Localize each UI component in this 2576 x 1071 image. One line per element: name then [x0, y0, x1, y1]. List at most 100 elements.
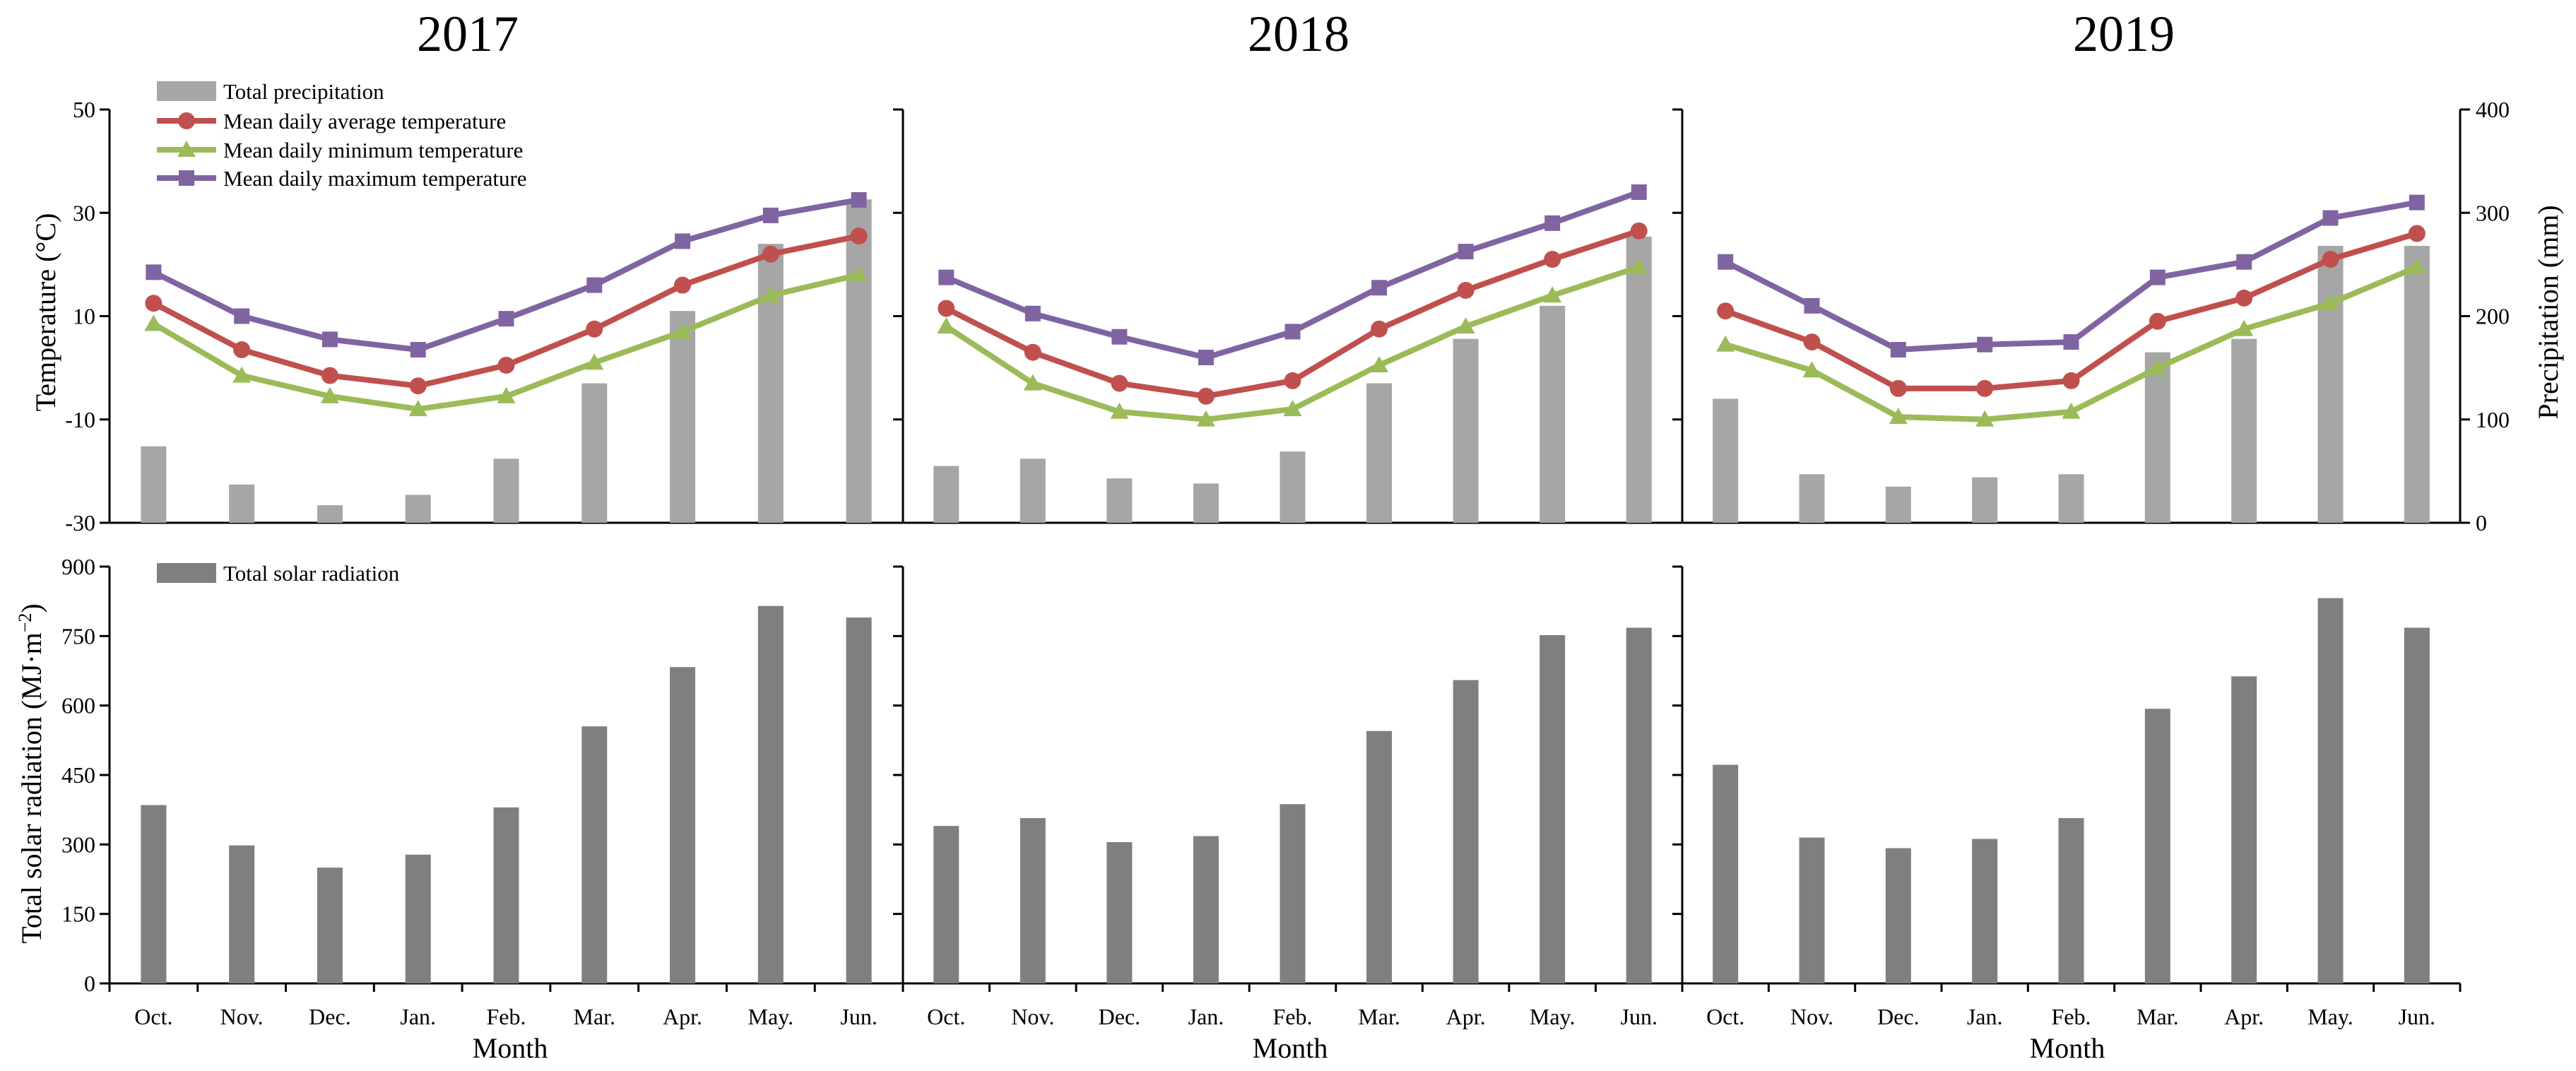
precipitation-bar-2019-4 — [2058, 474, 2084, 523]
avg-temperature-point-2018-0 — [938, 300, 955, 317]
precipitation-bar-2019-2 — [1885, 486, 1911, 523]
precipitation-bar-2019-6 — [2231, 338, 2257, 523]
max-temperature-point-2019-2 — [1890, 342, 1906, 358]
precipitation-bar-2017-5 — [581, 383, 608, 523]
max-temperature-point-2018-1 — [1024, 305, 1041, 321]
max-temperature-point-2017-0 — [146, 264, 162, 280]
precipitation-bar-2018-4 — [1280, 451, 1306, 523]
solar-radiation-bar-2017-7 — [757, 605, 784, 983]
precipitation-bar-2017-6 — [670, 311, 696, 523]
precipitation-bar-2019-0 — [1713, 398, 1739, 523]
precipitation-bar-2018-5 — [1366, 383, 1393, 523]
month-axis-title-2019: Month — [2030, 1032, 2105, 1064]
year-title-2019: 2019 — [2073, 6, 2175, 62]
legend-marker-max — [179, 170, 194, 186]
solar-radiation-bar-2018-2 — [1106, 842, 1133, 983]
min-temperature-point-2019-1 — [1802, 361, 1821, 378]
solar-axis-title-close: ) — [16, 603, 47, 613]
legend-swatch-precipitation — [157, 81, 216, 101]
legend-label-1: Mean daily average temperature — [223, 109, 506, 134]
month-tick-label: Feb. — [1273, 1004, 1313, 1029]
min-temperature-point-2019-0 — [1716, 335, 1735, 352]
min-temperature-point-2018-6 — [1456, 317, 1475, 334]
min-temperature-point-2017-4 — [497, 386, 516, 403]
avg-temperature-point-2019-6 — [2235, 289, 2253, 307]
precipitation-bar-2017-1 — [229, 484, 255, 523]
precipitation-tick-label: 300 — [2476, 200, 2510, 225]
avg-temperature-line-2018 — [945, 228, 1640, 399]
max-temperature-point-2019-4 — [2063, 334, 2079, 350]
solar-radiation-bar-2019-2 — [1885, 848, 1911, 983]
month-tick-label: Apr. — [2224, 1004, 2264, 1029]
solar-tick-label: 150 — [61, 901, 95, 927]
min-temperature-point-2018-1 — [1023, 374, 1042, 391]
precipitation-bar-2019-1 — [1799, 474, 1825, 523]
precipitation-tick-label: 400 — [2476, 97, 2510, 122]
precipitation-tick-label: 100 — [2476, 407, 2510, 432]
solar-radiation-bar-2019-1 — [1799, 837, 1825, 983]
solar-radiation-bar-2018-1 — [1020, 817, 1046, 983]
min-temperature-point-2019-7 — [2321, 294, 2340, 311]
solar-radiation-bar-2017-4 — [493, 807, 519, 983]
month-tick-label: Apr. — [1446, 1004, 1486, 1029]
month-tick-label: Mar. — [1358, 1004, 1400, 1029]
legend-label-3: Mean daily maximum temperature — [223, 166, 527, 191]
month-tick-label: Jun. — [1620, 1004, 1657, 1029]
month-tick-label: Feb. — [2052, 1004, 2091, 1029]
temperature-axis-title: Temperature (°C) — [30, 213, 61, 412]
precipitation-bar-2019-3 — [1972, 477, 1998, 523]
avg-temperature-point-2017-3 — [409, 377, 427, 395]
solar-radiation-bar-2017-3 — [405, 854, 431, 983]
precipitation-bar-2018-0 — [933, 466, 959, 523]
min-temperature-point-2018-3 — [1196, 410, 1215, 427]
max-temperature-point-2017-3 — [410, 342, 426, 358]
month-tick-label: Jun. — [840, 1004, 877, 1029]
temperature-tick-label: -10 — [65, 407, 95, 432]
avg-temperature-point-2017-4 — [497, 356, 515, 374]
precipitation-bar-2018-1 — [1020, 458, 1046, 523]
min-temperature-point-2017-1 — [232, 366, 252, 383]
max-temperature-point-2017-5 — [586, 277, 603, 293]
solar-radiation-bar-2019-5 — [2144, 709, 2170, 983]
precipitation-bar-2017-8 — [846, 199, 872, 523]
avg-temperature-point-2019-4 — [2062, 372, 2080, 389]
legend-marker-avg — [178, 112, 195, 129]
month-tick-label: Dec. — [1877, 1004, 1920, 1029]
solar-radiation-bar-2019-4 — [2058, 817, 2084, 983]
min-temperature-point-2018-4 — [1283, 400, 1302, 417]
month-tick-label: Mar. — [2137, 1004, 2179, 1029]
solar-radiation-bar-2019-8 — [2404, 627, 2430, 983]
min-temperature-point-2018-8 — [1629, 258, 1648, 275]
solar-radiation-bar-2017-8 — [846, 617, 872, 983]
avg-temperature-point-2017-2 — [321, 367, 338, 384]
avg-temperature-point-2019-0 — [1717, 302, 1735, 320]
temperature-tick-label: 50 — [73, 97, 95, 122]
avg-temperature-point-2019-1 — [1803, 333, 1821, 351]
max-temperature-point-2017-8 — [851, 191, 867, 208]
avg-temperature-point-2018-8 — [1630, 222, 1648, 239]
avg-temperature-point-2018-1 — [1024, 343, 1041, 361]
month-tick-label: Mar. — [574, 1004, 616, 1029]
precipitation-bar-2018-3 — [1193, 483, 1219, 523]
solar-radiation-bar-2018-7 — [1540, 635, 1566, 983]
month-axis-title-2018: Month — [1253, 1032, 1328, 1064]
legend-label-0: Total precipitation — [223, 79, 384, 104]
precipitation-tick-label: 0 — [2476, 510, 2487, 536]
solar-radiation-bar-2017-2 — [317, 868, 343, 983]
avg-temperature-point-2017-8 — [850, 227, 868, 245]
solar-radiation-bar-2019-7 — [2317, 598, 2344, 983]
max-temperature-point-2018-2 — [1111, 329, 1128, 345]
solar-tick-label: 0 — [84, 971, 95, 996]
solar-radiation-bar-2018-8 — [1626, 627, 1652, 983]
avg-temperature-point-2018-4 — [1284, 372, 1301, 389]
month-tick-label: May. — [2308, 1004, 2353, 1029]
min-temperature-line-2018 — [945, 264, 1640, 422]
solar-radiation-bar-2019-6 — [2231, 676, 2257, 983]
avg-temperature-point-2018-3 — [1197, 387, 1215, 405]
solar-tick-label: 450 — [61, 762, 95, 788]
avg-temperature-point-2018-2 — [1111, 374, 1128, 392]
max-temperature-point-2017-1 — [234, 308, 250, 324]
min-temperature-point-2017-2 — [320, 386, 339, 403]
solar-radiation-bar-2019-3 — [1972, 839, 1998, 983]
